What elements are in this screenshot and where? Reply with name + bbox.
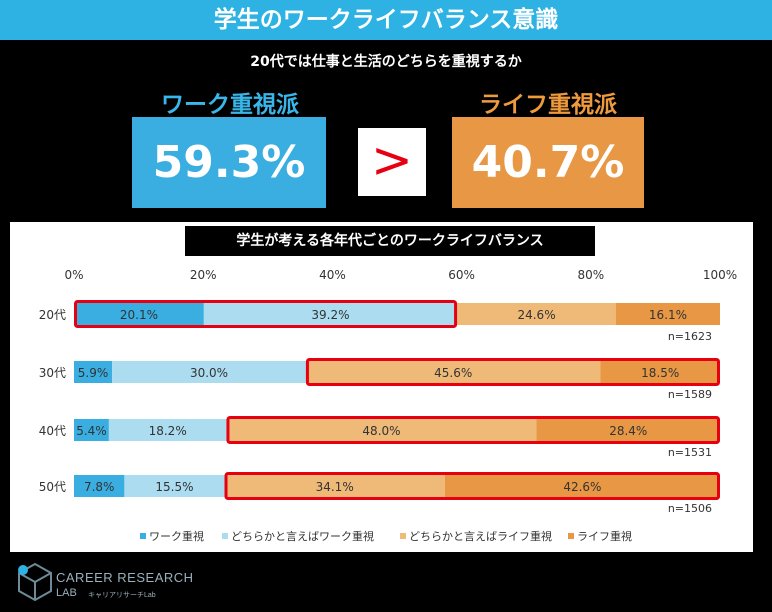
y-category-label: 50代 xyxy=(39,480,66,494)
data-label: 30.0% xyxy=(190,366,228,380)
highlight-frame xyxy=(74,300,458,328)
work-focus-value: 59.3% xyxy=(132,117,326,208)
bar-segment xyxy=(74,475,125,497)
bar-segment xyxy=(457,303,616,325)
data-label: 45.6% xyxy=(434,366,472,380)
data-label: 7.8% xyxy=(84,480,115,494)
bar-segment xyxy=(226,419,537,441)
career-research-lab-logo-icon xyxy=(18,562,52,602)
y-category-label: 30代 xyxy=(39,366,66,380)
y-category-label: 40代 xyxy=(39,424,66,438)
chart-title: 学生が考える各年代ごとのワークライフバランス xyxy=(185,226,595,256)
legend-swatch xyxy=(568,533,574,539)
data-label: 42.6% xyxy=(563,480,601,494)
bar-segment xyxy=(203,303,458,325)
bar-segment xyxy=(124,475,225,497)
data-label: 15.5% xyxy=(155,480,193,494)
bar-segment xyxy=(615,303,720,325)
bar-segment xyxy=(108,419,227,441)
highlight-frame xyxy=(226,416,720,444)
logo-text-line3: キャリアリサーチLab xyxy=(88,592,156,599)
data-label: 34.1% xyxy=(316,480,354,494)
legend-label: どちらかと言えばライフ重視 xyxy=(409,529,552,543)
y-category-label: 20代 xyxy=(39,308,66,322)
legend-label: どちらかと言えばワーク重視 xyxy=(231,529,374,543)
data-label: 16.1% xyxy=(649,308,687,322)
x-tick-label: 100% xyxy=(703,268,737,282)
data-label: 5.4% xyxy=(76,424,107,438)
legend-swatch xyxy=(140,533,146,539)
legend-label: ワーク重視 xyxy=(149,529,204,543)
bar-segment xyxy=(600,361,720,383)
x-tick-label: 80% xyxy=(577,268,604,282)
data-label: 24.6% xyxy=(517,308,555,322)
bar-segment xyxy=(536,419,720,441)
bar-segment xyxy=(112,361,306,383)
legend-swatch xyxy=(222,533,228,539)
legend-label: ライフ重視 xyxy=(577,529,632,543)
x-tick-label: 60% xyxy=(448,268,475,282)
page-subtitle: 20代では仕事と生活のどちらを重視するか xyxy=(250,54,522,70)
logo-text-line2: LAB xyxy=(56,587,77,599)
bar-segment xyxy=(305,361,601,383)
bar-segment xyxy=(444,475,720,497)
bar-segment xyxy=(74,361,113,383)
life-focus-value: 40.7% xyxy=(452,117,644,208)
highlight-frame xyxy=(305,358,720,386)
page-title: 学生のワークライフバランス意識 xyxy=(0,0,772,40)
x-tick-label: 40% xyxy=(319,268,346,282)
work-focus-label: ワーク重視派 xyxy=(161,92,299,118)
data-label: 18.2% xyxy=(149,424,187,438)
x-tick-label: 20% xyxy=(190,268,217,282)
data-label: 5.9% xyxy=(78,366,109,380)
logo-text-line1: CAREER RESEARCH xyxy=(56,570,194,585)
sample-size-label: n=1589 xyxy=(668,388,712,401)
bar-segment xyxy=(74,303,204,325)
bar-segment xyxy=(74,419,109,441)
highlight-frame xyxy=(224,472,720,500)
sample-size-label: n=1506 xyxy=(668,502,712,515)
life-focus-label: ライフ重視派 xyxy=(479,92,617,118)
bar-segment xyxy=(224,475,445,497)
data-label: 28.4% xyxy=(609,424,647,438)
data-label: 20.1% xyxy=(120,308,158,322)
greater-than-sign: > xyxy=(358,128,426,196)
sample-size-label: n=1531 xyxy=(668,446,712,459)
legend-swatch xyxy=(400,533,406,539)
data-label: 18.5% xyxy=(641,366,679,380)
data-label: 48.0% xyxy=(362,424,400,438)
sample-size-label: n=1623 xyxy=(668,330,712,343)
data-label: 39.2% xyxy=(311,308,349,322)
x-tick-label: 0% xyxy=(64,268,83,282)
